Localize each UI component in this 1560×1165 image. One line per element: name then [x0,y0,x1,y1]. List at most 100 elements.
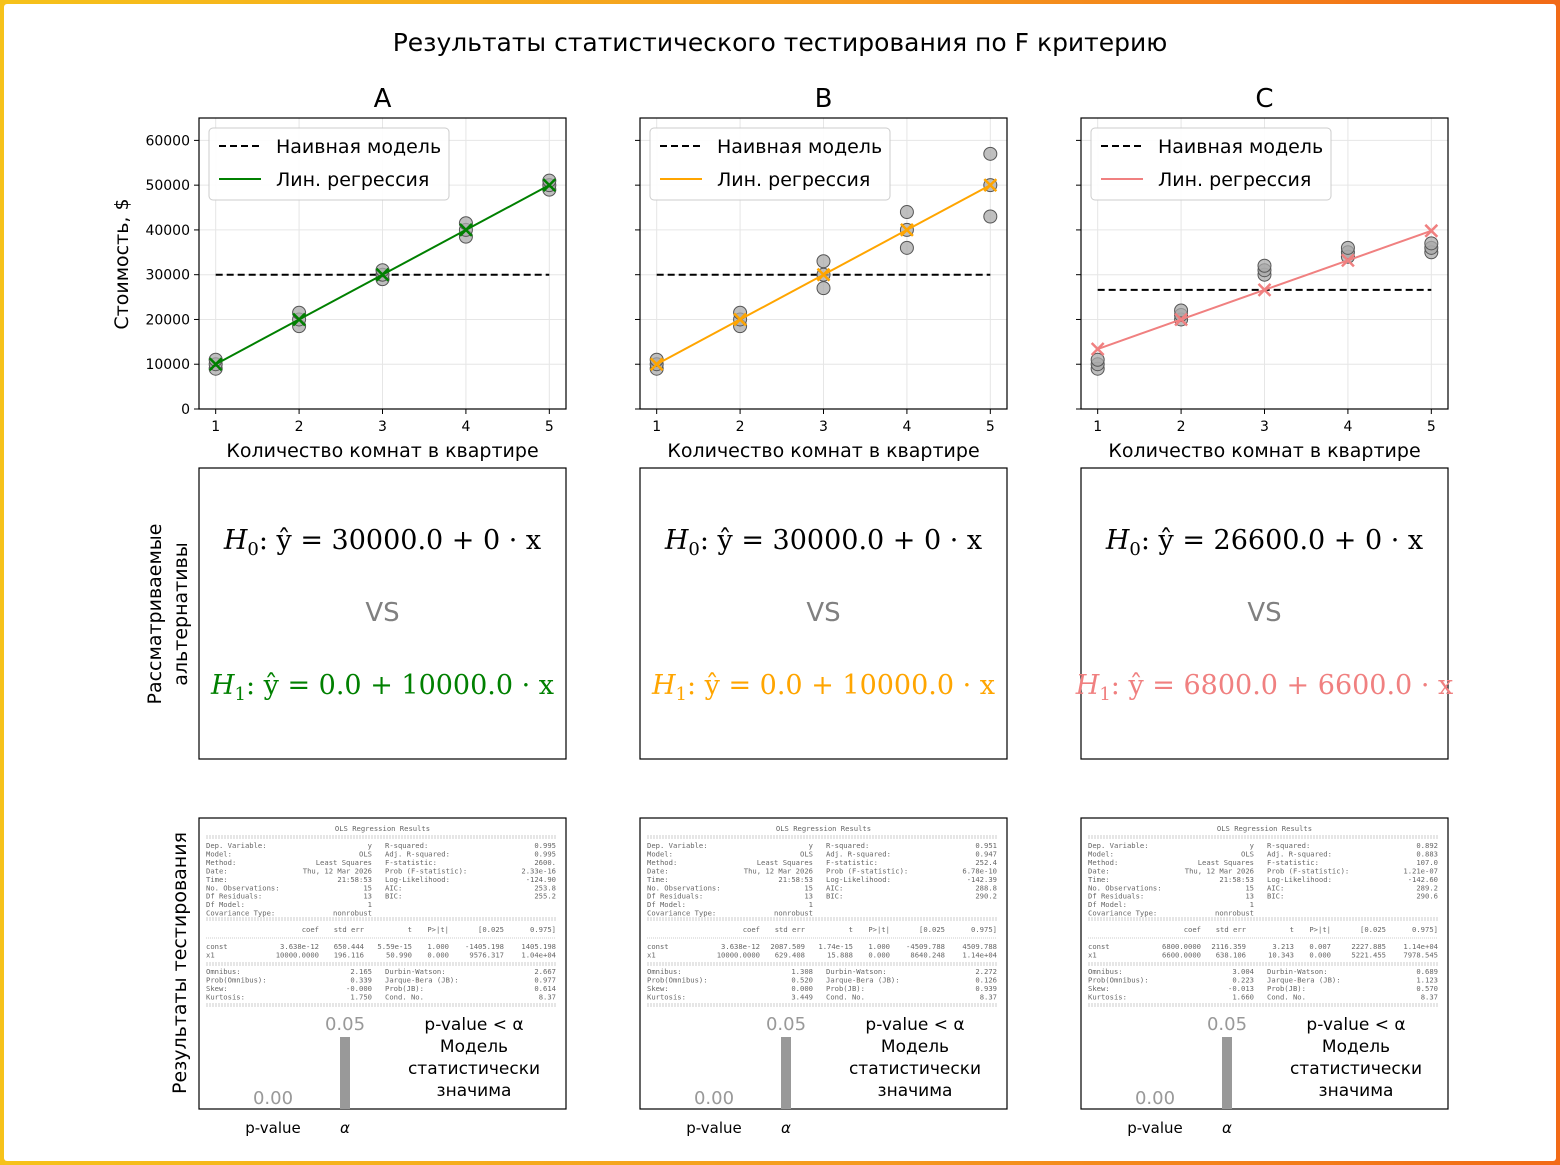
y-tick-label: 50000 [145,178,190,194]
ols-cell: 1 [368,900,372,909]
ols-coef-cell: 10.343 [1268,950,1294,959]
ols-cell: R-squared: [385,841,428,850]
ols-coef-header: std err [334,925,365,934]
ols-cell: 289.2 [1416,883,1438,892]
ols-cell: Prob(Omnibus): [1088,975,1149,984]
ols-coef-cell: 2227.885 [1351,942,1386,951]
ols-cell: 0.939 [975,984,997,993]
ols-cell: Df Model: [1088,900,1127,909]
ols-cell: Prob(JB): [826,984,865,993]
ols-cell: -0.013 [1228,984,1254,993]
ols-coef-cell: 6600.0000 [1162,950,1201,959]
scatter-xlabel: Количество комнат в квартире [1108,440,1420,462]
ols-coef-header: [0.025 [1360,925,1386,934]
legend-reg-label: Лин. регрессия [276,169,429,191]
data-point [1174,303,1189,318]
h1-lhs: H [651,670,676,701]
panel-title: C [1255,84,1273,114]
ols-cell: 1.660 [1232,992,1254,1001]
ols-cell: Df Residuals: [647,892,703,901]
ols-cell: 13 [1245,892,1254,901]
hypotheses-box [1080,467,1449,760]
ols-cell: Least Squares [316,858,372,867]
ols-cell: BIC: [826,892,843,901]
ols-cell: 6.78e-10 [962,866,997,875]
ols-cell: Omnibus: [1088,967,1123,976]
ols-coef-cell: -4509.788 [906,942,945,951]
ols-coef-cell: 1.04e+04 [521,950,556,959]
ols-cell: Prob(JB): [385,984,424,993]
vs-label: VS [1247,598,1281,628]
ols-cell: 0.570 [1416,984,1438,993]
ols-cell: OLS [359,849,372,858]
x-tick-label: 4 [461,419,470,435]
ols-coef-cell: 9576.317 [469,950,504,959]
ols-cell: -124.90 [526,875,556,884]
y-tick-label: 60000 [145,133,190,149]
results-panel: OLS Regression Results Dep. Variable: y R-s… [1080,817,1449,1137]
ols-cell: -142.60 [1408,875,1438,884]
ols-cell: 0.339 [350,975,372,984]
ols-cell: nonrobust [774,909,813,918]
ols-cell: F-statistic: [1267,858,1319,867]
data-point [983,209,998,224]
ols-cell: Thu, 12 Mar 2026 [303,866,372,875]
ols-cell: 252.4 [975,858,997,867]
ols-cell: 255.2 [534,892,556,901]
ols-cell: Df Model: [206,900,245,909]
h1-lhs: H [1075,670,1100,701]
h1-lhs: H [210,670,235,701]
ols-cell: 2600. [534,858,556,867]
h0-formula: H0: ŷ = 26600.0 + 0 · x [1105,525,1423,560]
conclusion-line: статистически [1290,1059,1422,1079]
ols-coef-cell: 3.213 [1272,942,1294,951]
ols-cell: No. Observations: [647,883,721,892]
ols-cell: Least Squares [757,858,813,867]
x-tick-label: 1 [652,419,661,435]
prediction-marker [542,178,557,193]
ols-coef-cell: 8640.248 [910,950,945,959]
ols-cell: -142.39 [967,875,997,884]
ols-coef-header: 0.975] [530,925,556,934]
ols-coef-cell: 638.106 [1216,950,1246,959]
ols-cell: Covariance Type: [206,909,275,918]
ols-coef-cell: 196.116 [334,950,364,959]
ols-cell: Df Residuals: [1088,892,1144,901]
ols-coef-header: t [1290,925,1294,934]
ols-cell: 15 [1245,883,1254,892]
ols-cell: F-statistic: [385,858,437,867]
ols-cell: Thu, 12 Mar 2026 [744,866,813,875]
ols-cell: BIC: [1267,892,1284,901]
ols-cell: Model: [647,849,673,858]
ols-cell: OLS [800,849,813,858]
ols-cell: 2.667 [534,967,556,976]
conclusion-line: p-value < α [424,1015,523,1035]
ols-coef-header: coef [302,925,319,934]
ols-cell: 1 [809,900,813,909]
bar-alpha-label: 0.05 [325,1014,365,1035]
data-point [899,240,914,255]
results-box [1080,817,1449,1110]
hypotheses-box [639,467,1008,760]
ols-cell: 0.614 [534,984,556,993]
x-tick-label: 3 [819,419,828,435]
ols-cell: Dep. Variable: [206,841,267,850]
legend-reg-label: Лин. регрессия [717,169,870,191]
prediction-marker [900,223,914,237]
ols-cell: Covariance Type: [1088,909,1157,918]
h1-rest: : ŷ = 0.0 + 10000.0 · x [246,670,554,701]
ols-coef-cell: 2087.509 [770,942,805,951]
legend-naive-label: Наивная модель [1158,136,1323,158]
ols-cell: Kurtosis: [206,992,245,1001]
conclusion-line: p-value < α [1306,1015,1405,1035]
ols-cell: y [1250,841,1255,850]
bar-xtick-pvalue: p-value [686,1119,742,1137]
ols-cell: 2.33e-16 [521,866,556,875]
x-tick-label: 2 [1177,419,1186,435]
ols-coef-cell: -1405.198 [465,942,504,951]
data-point [1340,240,1355,255]
ols-cell: Thu, 12 Mar 2026 [1185,866,1254,875]
conclusion-line: статистически [408,1059,540,1079]
ols-coef-header: std err [1216,925,1247,934]
ols-coef-header: P>|t| [427,925,449,934]
